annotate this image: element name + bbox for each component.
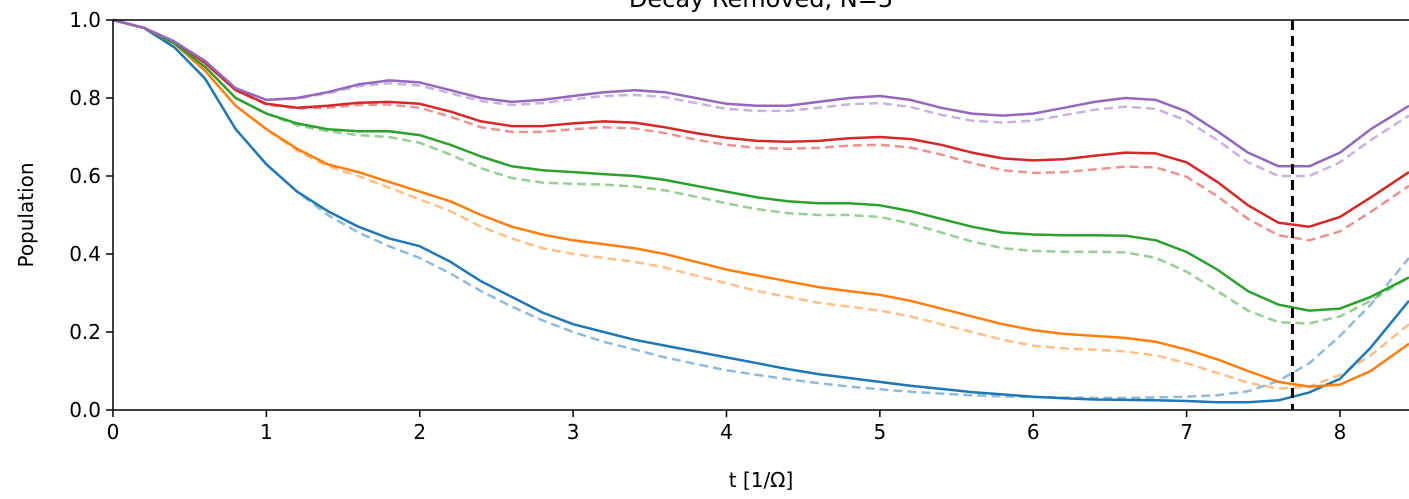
series-3-dashed-line (112, 18, 1409, 242)
x-tick-label: 1 (260, 420, 273, 444)
x-tick-label: 7 (1180, 420, 1193, 444)
x-tick-label: 3 (567, 420, 580, 444)
series-0-solid-line (112, 18, 1409, 404)
x-tick-label: 6 (1027, 420, 1040, 444)
y-tick-label: 0.6 (69, 164, 101, 188)
y-tick-label: 0.0 (69, 398, 101, 422)
series-4-solid-line (112, 18, 1409, 168)
series-2-solid-line (112, 18, 1409, 312)
x-tick-label: 4 (720, 420, 733, 444)
ticks-layer: 0 1 2 3 4 5 6 7 8 0.0 0.2 0.4 0.6 0.8 1.0 (69, 8, 1346, 444)
series-2-dashed-line (112, 18, 1409, 325)
series-0-dashed-line (112, 18, 1409, 400)
axes-layer (112, 19, 1409, 411)
y-tick-label: 0.4 (69, 242, 101, 266)
y-tick-label: 0.8 (69, 86, 101, 110)
series-4-dashed-line (112, 18, 1409, 178)
y-axis-label: Population (14, 162, 38, 267)
x-tick-label: 5 (873, 420, 886, 444)
y-tick-label: 0.2 (69, 320, 101, 344)
y-tick-label: 1.0 (69, 8, 101, 32)
x-tick-label: 2 (413, 420, 426, 444)
series-1-dashed-line (112, 18, 1409, 390)
x-tick-label: 8 (1334, 420, 1347, 444)
chart-title: Decay Removed, N=5 (629, 0, 893, 13)
series-1-solid-line (112, 18, 1409, 388)
x-tick-label: 0 (107, 420, 120, 444)
x-axis-label: t [1/Ω] (729, 468, 794, 492)
series-3-solid-line (112, 18, 1409, 228)
series-layer (112, 18, 1409, 404)
